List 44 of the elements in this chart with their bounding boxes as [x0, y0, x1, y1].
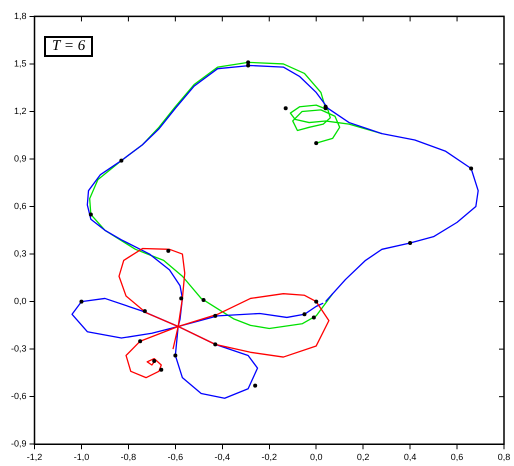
point [138, 339, 142, 344]
x-tick-label: -0,6 [168, 452, 184, 462]
x-tick-label: -1,0 [74, 452, 90, 462]
point [202, 298, 206, 302]
point [173, 353, 178, 358]
y-tick-label: -0,6 [10, 391, 27, 402]
point [213, 314, 218, 318]
y-tick-label: 0,3 [14, 248, 27, 259]
point [314, 300, 318, 304]
y-tick-label: -0,9 [10, 438, 27, 449]
y-tick-label: 1,5 [14, 58, 27, 68]
x-tick-label: -0,2 [261, 452, 278, 462]
point [246, 64, 250, 68]
x-tick-label: 0,4 [404, 452, 416, 462]
point [213, 342, 218, 346]
y-tick-label: 0,0 [14, 296, 27, 306]
point [284, 106, 288, 110]
x-tick-label: -0,4 [214, 452, 230, 462]
point [179, 296, 184, 300]
x-tick-label: 0,6 [450, 452, 464, 462]
point [88, 212, 93, 216]
point [253, 384, 258, 388]
point [152, 359, 156, 364]
y-tick-label: 0,9 [14, 153, 27, 164]
x-tick-label: -0,8 [120, 452, 136, 462]
point [408, 240, 412, 245]
y-tick-label: 0,6 [14, 201, 27, 212]
x-tick-label: 0,2 [356, 452, 370, 462]
point [314, 141, 318, 146]
annotation: T = 6 [44, 36, 94, 57]
y-tick-label: -0,3 [10, 344, 27, 354]
point [469, 166, 474, 171]
point [142, 309, 147, 314]
point [312, 315, 316, 320]
point [166, 248, 170, 253]
x-tick-label: -1,2 [26, 452, 42, 462]
y-tick-label: 1,2 [14, 106, 27, 116]
point [159, 368, 164, 372]
y-tick-label: 1,8 [14, 10, 27, 21]
point [79, 300, 84, 304]
point [119, 158, 124, 163]
point [302, 312, 306, 316]
x-tick-label: 0,0 [310, 452, 322, 462]
x-tick-label: 0,8 [498, 452, 510, 462]
